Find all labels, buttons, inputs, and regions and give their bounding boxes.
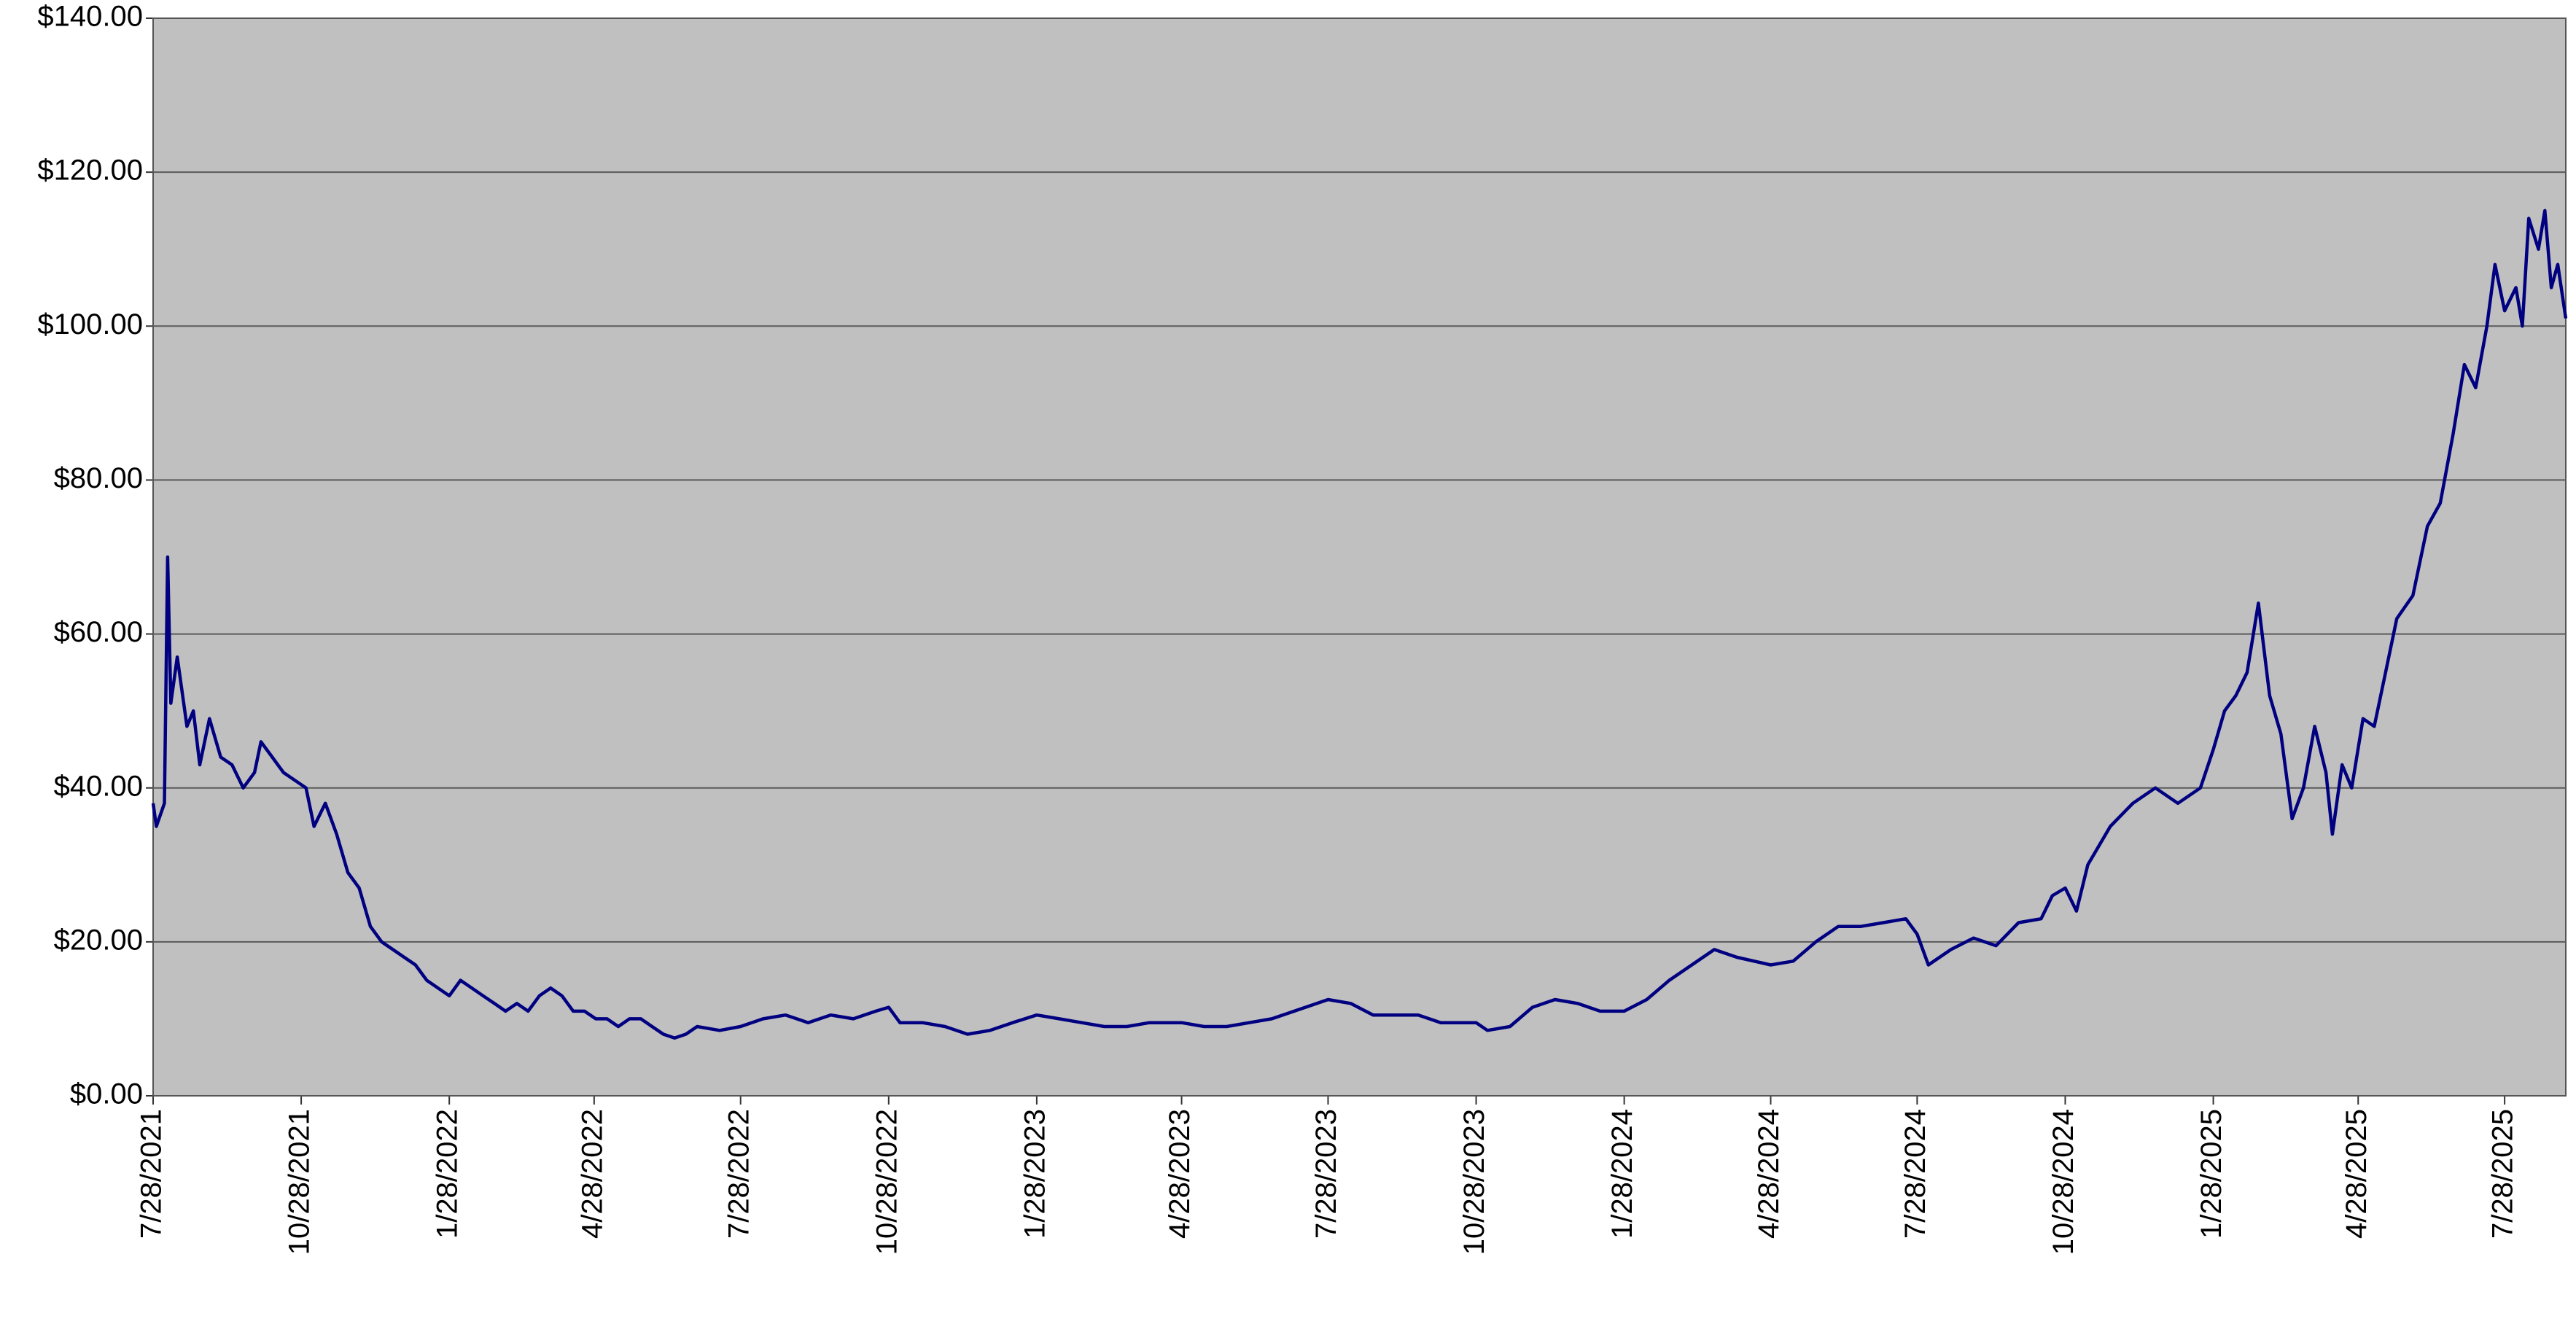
x-tick-label: 7/28/2021 (136, 1109, 168, 1239)
x-tick-label: 4/28/2025 (2340, 1109, 2373, 1239)
x-tick-label: 1/28/2023 (1019, 1109, 1051, 1239)
x-tick-label: 10/28/2023 (1458, 1109, 1490, 1255)
x-tick-label: 10/28/2022 (871, 1109, 903, 1255)
y-tick-label: $40.00 (54, 770, 143, 802)
x-tick-label: 4/28/2023 (1164, 1109, 1196, 1239)
x-tick-label: 10/28/2024 (2047, 1109, 2079, 1255)
x-tick-label: 4/28/2022 (576, 1109, 608, 1239)
y-tick-label: $100.00 (37, 308, 143, 340)
x-tick-label: 1/28/2024 (1606, 1109, 1638, 1239)
x-tick-label: 4/28/2024 (1753, 1109, 1785, 1239)
y-tick-label: $120.00 (37, 155, 143, 187)
plot-border (152, 17, 2567, 1097)
y-tick-label: $0.00 (70, 1078, 143, 1110)
x-tick-label: 7/28/2025 (2487, 1109, 2519, 1239)
y-tick-label: $80.00 (54, 462, 143, 494)
x-tick-label: 1/28/2022 (432, 1109, 464, 1239)
x-tick-label: 7/28/2023 (1310, 1109, 1342, 1239)
y-tick-label: $20.00 (54, 924, 143, 956)
price-line (151, 209, 2568, 1040)
plot-area (153, 18, 2566, 1096)
y-tick-label: $140.00 (37, 1, 143, 33)
y-tick-label: $60.00 (54, 616, 143, 648)
x-tick-label: 7/28/2022 (723, 1109, 755, 1239)
x-tick-label: 1/28/2025 (2195, 1109, 2227, 1239)
x-tick-label: 10/28/2021 (284, 1109, 316, 1255)
x-tick-label: 7/28/2024 (1899, 1109, 1931, 1239)
